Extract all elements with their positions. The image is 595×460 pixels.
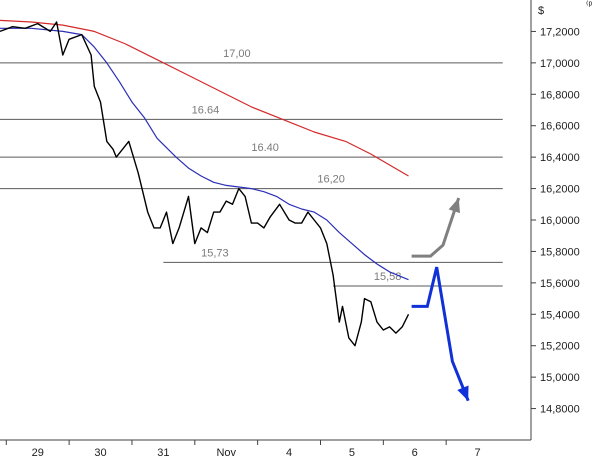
- y-tick-label: 15,6000: [540, 278, 580, 290]
- horizontal-levels: 17,00 16.64 16.40 16,20 15,73 15,58: [0, 48, 503, 287]
- x-axis: 29 30 31 Nov 4 5 6 7: [0, 439, 531, 459]
- y-tick-label: 14,8000: [540, 404, 580, 416]
- level-label: 16.40: [251, 142, 279, 154]
- x-tick-label: 30: [94, 447, 106, 459]
- series-layer: [0, 19, 410, 347]
- y-tick-label: 15,2000: [540, 341, 580, 353]
- level-label: 15,58: [374, 271, 402, 283]
- scenario-up-arrow-head: [448, 198, 460, 214]
- level-label: 16,20: [317, 174, 345, 186]
- ma-slow-line: [0, 19, 409, 177]
- y-tick-label: 15,0000: [540, 372, 580, 384]
- axis-mode-icon: ⁽ᵖ: [586, 0, 592, 11]
- price-line: [0, 21, 410, 347]
- currency-label: $: [538, 5, 544, 17]
- y-tick-label: 17,0000: [540, 58, 580, 70]
- y-tick-label: 16,0000: [540, 215, 580, 227]
- x-tick-label: 5: [349, 447, 355, 459]
- y-tick-label: 15,8000: [540, 246, 580, 258]
- y-tick-label: 16,4000: [540, 152, 580, 164]
- y-tick-label: 15,4000: [540, 309, 580, 321]
- scenario-down-arrow-head: [457, 385, 469, 401]
- x-tick-label: 7: [475, 447, 481, 459]
- scenario-arrows: [411, 197, 470, 402]
- level-label: 17,00: [223, 48, 251, 60]
- x-tick-label: 29: [32, 447, 44, 459]
- y-tick-label: 16,8000: [540, 89, 580, 101]
- x-tick-label: 31: [157, 447, 169, 459]
- y-tick-label: 16,6000: [540, 121, 580, 133]
- x-tick-label: 4: [286, 447, 292, 459]
- level-label: 16.64: [192, 104, 220, 116]
- x-tick-label: 6: [412, 447, 418, 459]
- y-tick-label: 16,2000: [540, 184, 580, 196]
- scenario-down-arrow: [411, 266, 470, 402]
- y-tick-label: 17,2000: [540, 26, 580, 38]
- scenario-up-arrow: [411, 197, 461, 258]
- ma-fast-line: [0, 27, 409, 281]
- x-tick-label: Nov: [216, 447, 236, 459]
- y-axis: $ ⁽ᵖ 17,2000 17,0000 16,8000 16,6000 16,4000…: [530, 0, 592, 440]
- level-label: 15,73: [201, 247, 229, 259]
